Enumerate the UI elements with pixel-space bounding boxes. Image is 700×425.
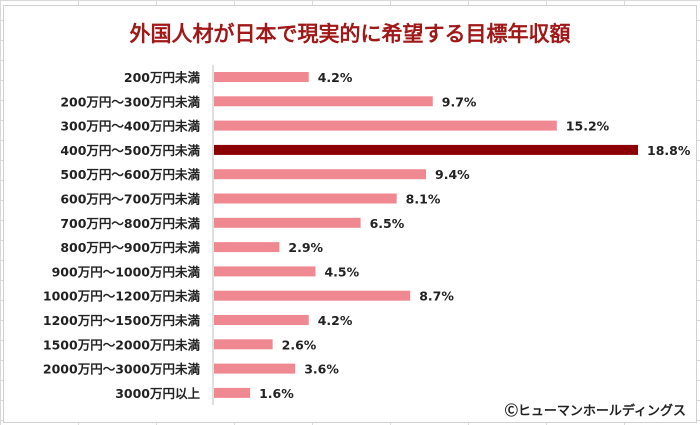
category-label: 300万円～400万円未満: [60, 119, 200, 134]
bar: [214, 387, 251, 398]
data-label: 9.4%: [435, 167, 470, 182]
data-label: 15.2%: [566, 119, 610, 134]
data-label: 1.6%: [259, 386, 294, 401]
data-label: 18.8%: [647, 143, 691, 158]
data-label: 9.7%: [442, 94, 477, 109]
bar: [214, 96, 433, 107]
data-label: 8.1%: [406, 192, 441, 207]
category-label: 600万円～700万円未満: [60, 192, 200, 207]
category-label: 1500万円～2000万円未満: [43, 337, 201, 352]
bar: [214, 169, 426, 180]
bar: [214, 315, 309, 325]
category-label: 400万円～500万円未満: [60, 143, 200, 158]
bar: [214, 72, 309, 82]
bar: [214, 266, 316, 277]
bar: [214, 363, 296, 374]
bar: [214, 242, 280, 253]
category-label: 1000万円～1200万円未満: [43, 289, 201, 304]
category-label: 900万円～1000万円未満: [52, 264, 201, 279]
bar: [214, 339, 273, 350]
category-label: 2000万円～3000万円未満: [43, 362, 201, 377]
data-label: 4.2%: [318, 70, 353, 85]
chart-title: 外国人材が日本で現実的に希望する目標年収額: [129, 22, 571, 46]
category-label: 800万円～900万円未満: [60, 240, 200, 255]
data-label: 6.5%: [370, 216, 405, 231]
category-label: 200万円未満: [124, 70, 201, 85]
data-label: 8.7%: [419, 289, 454, 304]
data-label: 4.5%: [324, 264, 359, 279]
category-label: 1200万円～1500万円未満: [43, 313, 201, 328]
data-label: 2.6%: [282, 337, 317, 352]
bar: [214, 290, 411, 301]
category-label: 700万円～800万円未満: [60, 216, 200, 231]
bar: [214, 144, 638, 155]
chart-card: [3, 5, 697, 423]
bar: [214, 193, 397, 204]
data-label: 3.6%: [304, 362, 339, 377]
bar: [214, 217, 361, 228]
category-label: 500万円～600万円未満: [60, 167, 200, 182]
data-label: 4.2%: [318, 313, 353, 328]
data-label: 2.9%: [288, 240, 323, 255]
category-label: 3000万円以上: [115, 386, 200, 401]
copyright-credit: Ⓒヒューマンホールディングス: [504, 404, 686, 419]
bar: [214, 120, 557, 131]
category-label: 200万円～300万円未満: [60, 94, 200, 109]
